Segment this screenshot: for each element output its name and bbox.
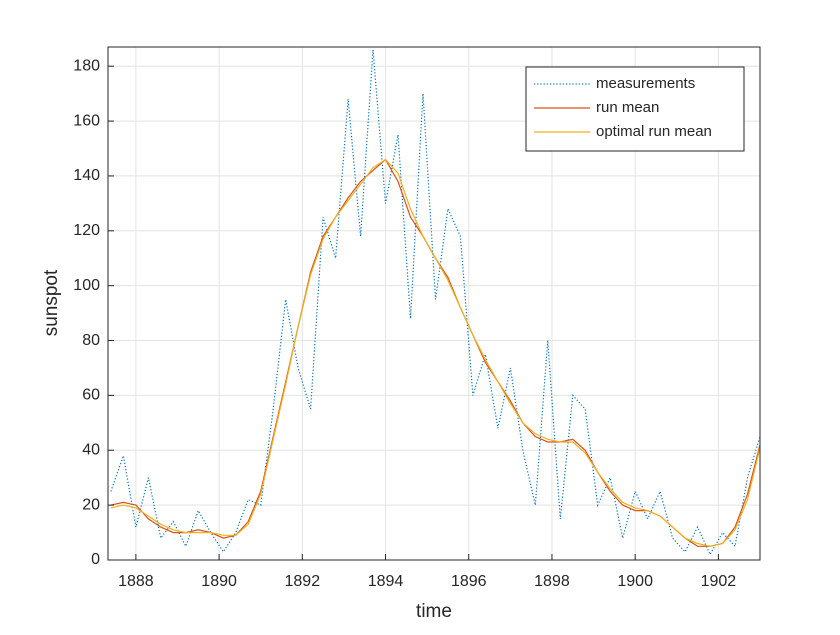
y-tick-label: 160 — [73, 112, 100, 129]
y-tick-label: 0 — [91, 551, 100, 568]
y-tick-label: 60 — [82, 387, 100, 404]
y-tick-label: 80 — [82, 332, 100, 349]
x-tick-label: 1890 — [201, 573, 237, 590]
x-tick-label: 1902 — [701, 573, 737, 590]
x-tick-label: 1900 — [617, 573, 653, 590]
x-tick-label: 1892 — [285, 573, 321, 590]
y-tick-label: 100 — [73, 277, 100, 294]
y-tick-label: 140 — [73, 167, 100, 184]
legend-label: measurements — [596, 75, 695, 92]
series-line — [110, 158, 760, 547]
y-tick-label: 180 — [73, 57, 100, 74]
y-tick-label: 120 — [73, 222, 100, 239]
legend-box — [525, 66, 745, 152]
legend-label: optimal run mean — [596, 123, 712, 140]
x-tick-label: 1888 — [118, 573, 154, 590]
x-axis-label: time — [416, 601, 452, 622]
legend-label: run mean — [596, 99, 659, 116]
axes-box — [107, 46, 761, 561]
y-tick-label: 40 — [82, 441, 100, 458]
x-tick-label: 1898 — [534, 573, 570, 590]
y-axis-label: sunspot — [41, 269, 62, 336]
series-line — [110, 49, 760, 556]
x-tick-label: 1896 — [451, 573, 487, 590]
x-tick-label: 1894 — [368, 573, 404, 590]
y-tick-label: 20 — [82, 496, 100, 513]
